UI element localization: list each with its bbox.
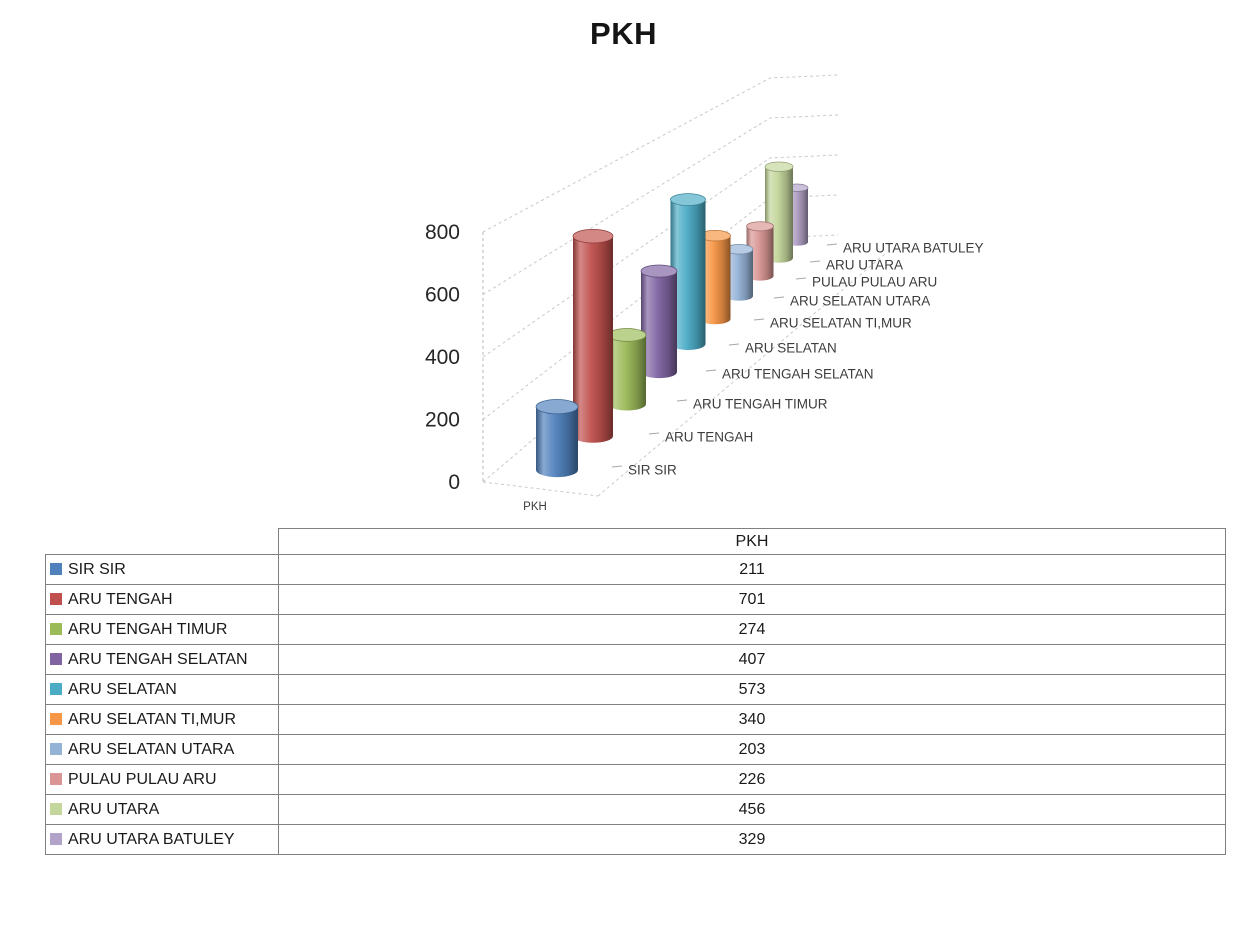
legend-swatch-aru-selatan [50, 682, 62, 695]
category-tick-aru-selatan-utara [773, 296, 785, 299]
row-value: 573 [278, 674, 1226, 705]
row-label: ARU TENGAH [68, 590, 173, 608]
category-label-aru-selatan-utara: ARU SELATAN UTARA [790, 294, 930, 309]
legend-swatch-sir-sir [50, 562, 62, 575]
floor-right-edge [597, 253, 886, 497]
legend-swatch-aru-tengah [50, 592, 62, 605]
row-label-cell: ARU SELATAN UTARA [45, 734, 279, 765]
row-value: 274 [278, 614, 1226, 645]
gridline-600 [482, 114, 839, 295]
chart-data-table: PKH SIR SIR 211 ARU TENGAH 701 ARU TENGAH TI… [45, 528, 1226, 855]
cylinder-bar-aru-tengah[interactable] [572, 229, 614, 443]
table-row-aru-utara: ARU UTARA 456 [45, 794, 1226, 825]
table-row-aru-tengah-selatan: ARU TENGAH SELATAN 407 [45, 644, 1226, 675]
table-corner-cell [46, 529, 279, 555]
table-row-aru-selatan-utara: ARU SELATAN UTARA 203 [45, 734, 1226, 765]
category-tick-aru-tengah-selatan [705, 369, 717, 372]
category-tick-aru-tengah [648, 432, 660, 435]
row-label-cell: PULAU PULAU ARU [45, 764, 279, 795]
category-label-sir-sir: SIR SIR [628, 463, 677, 478]
category-tick-pulau-pulau-aru [795, 277, 807, 280]
table-header-row: PKH [46, 528, 1226, 555]
row-label-cell: ARU SELATAN TI,MUR [45, 704, 279, 735]
row-label: ARU SELATAN [68, 680, 177, 698]
table-row-aru-selatan-ti-mur: ARU SELATAN TI,MUR 340 [45, 704, 1226, 735]
table-row-aru-selatan: ARU SELATAN 573 [45, 674, 1226, 705]
table-row-pulau-pulau-aru: PULAU PULAU ARU 226 [45, 764, 1226, 795]
table-row-aru-tengah-timur: ARU TENGAH TIMUR 274 [45, 614, 1226, 645]
category-axis-labels: SIR SIR ARU TENGAH ARU TENGAH TIMUR ARU TEN… [611, 241, 984, 478]
legend-swatch-aru-selatan-utara [50, 742, 62, 755]
category-label-aru-utara-batuley: ARU UTARA BATULEY [843, 241, 984, 256]
row-label: SIR SIR [68, 560, 126, 578]
y-axis-tick-label-800: 800 [425, 221, 460, 244]
row-label: ARU SELATAN UTARA [68, 740, 235, 758]
table-row-aru-tengah: ARU TENGAH 701 [45, 584, 1226, 615]
row-label-cell: SIR SIR [45, 554, 279, 585]
row-label-cell: ARU TENGAH SELATAN [45, 644, 279, 675]
row-label-cell: ARU UTARA BATULEY [45, 824, 279, 855]
row-value: 340 [278, 704, 1226, 735]
legend-swatch-pulau-pulau-aru [50, 772, 62, 785]
y-axis-tick-label-200: 200 [425, 409, 460, 432]
chart-title: PKH [590, 16, 657, 51]
legend-swatch-aru-tengah-selatan [50, 652, 62, 665]
cylinder-bar-aru-tengah-selatan[interactable] [640, 264, 678, 379]
legend-swatch-aru-utara-batuley [50, 832, 62, 845]
row-value: 203 [278, 734, 1226, 765]
category-tick-sir-sir [611, 465, 623, 468]
category-tick-aru-utara [809, 260, 821, 263]
gridline-800 [482, 74, 839, 233]
row-label: ARU TENGAH SELATAN [68, 650, 248, 668]
table-row-aru-utara-batuley: ARU UTARA BATULEY 329 [45, 824, 1226, 855]
table-row-sir-sir: SIR SIR 211 [45, 554, 1226, 585]
category-label-aru-selatan-ti-mur: ARU SELATAN TI,MUR [770, 316, 912, 331]
category-tick-aru-tengah-timur [676, 399, 688, 402]
legend-swatch-aru-selatan-ti-mur [50, 712, 62, 725]
row-label: ARU UTARA [68, 800, 160, 818]
category-label-aru-selatan: ARU SELATAN [745, 341, 837, 356]
row-label-cell: ARU TENGAH [45, 584, 279, 615]
row-value: 329 [278, 824, 1226, 855]
value-column-header: PKH [278, 528, 1226, 555]
row-label: ARU UTARA BATULEY [68, 830, 235, 848]
y-axis-tick-label-0: 0 [448, 471, 460, 494]
row-label: ARU SELATAN TI,MUR [68, 710, 237, 728]
row-label-cell: ARU SELATAN [45, 674, 279, 705]
series-axis-label: PKH [523, 501, 547, 513]
y-axis-tick-labels: 0 200 400 600 800 [425, 221, 460, 494]
row-value: 407 [278, 644, 1226, 675]
cylinder-bar-pulau-pulau-aru[interactable] [746, 221, 774, 281]
pkh-3d-cylinder-chart: 0 200 400 600 800 SIR SIR ARU TENGAH ARU TENGAH… [425, 74, 984, 513]
row-value: 456 [278, 794, 1226, 825]
row-label-cell: ARU TENGAH TIMUR [45, 614, 279, 645]
cylinder-bar-aru-tengah-timur[interactable] [607, 328, 647, 411]
category-label-aru-tengah: ARU TENGAH [665, 430, 753, 445]
y-axis-tick-label-600: 600 [425, 284, 460, 307]
row-label: PULAU PULAU ARU [68, 770, 217, 788]
category-tick-aru-selatan [728, 343, 740, 346]
category-tick-aru-selatan-ti-mur [753, 318, 765, 321]
legend-swatch-aru-utara [50, 802, 62, 815]
row-label-cell: ARU UTARA [45, 794, 279, 825]
category-label-pulau-pulau-aru: PULAU PULAU ARU [812, 275, 937, 290]
category-label-aru-tengah-timur: ARU TENGAH TIMUR [693, 397, 828, 412]
row-label: ARU TENGAH TIMUR [68, 620, 228, 638]
category-label-aru-tengah-selatan: ARU TENGAH SELATAN [722, 367, 874, 382]
legend-swatch-aru-tengah-timur [50, 622, 62, 635]
cylinder-bars [535, 161, 809, 478]
category-label-aru-utara: ARU UTARA [826, 258, 903, 273]
row-value: 226 [278, 764, 1226, 795]
y-axis-tick-label-400: 400 [425, 346, 460, 369]
row-value: 701 [278, 584, 1226, 615]
cylinder-bar-sir-sir[interactable] [535, 399, 579, 478]
category-tick-aru-utara-batuley [826, 243, 838, 246]
row-value: 211 [278, 554, 1226, 585]
floor-front-edge [482, 481, 599, 497]
gridline-0 [482, 234, 839, 483]
